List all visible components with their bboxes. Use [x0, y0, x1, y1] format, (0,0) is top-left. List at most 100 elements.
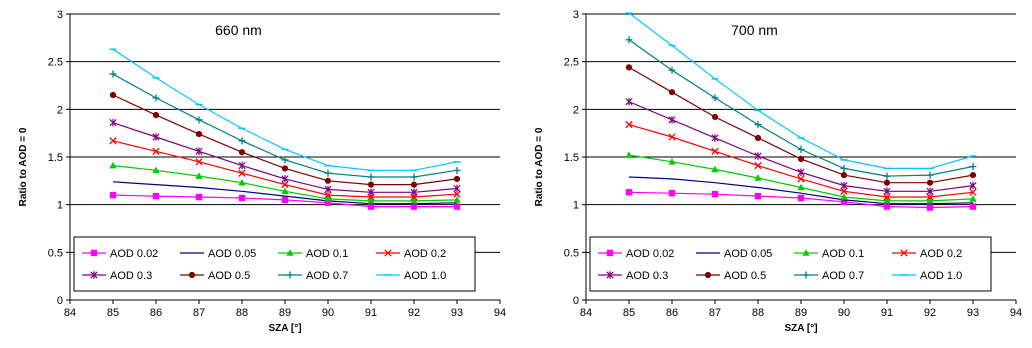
legend-entry-aod-0-7-label: AOD 0.7	[306, 270, 348, 282]
legend-entry-aod-0-3: AOD 0.3	[598, 270, 668, 282]
legend-entry-aod-0-3-marker	[606, 271, 614, 279]
x-tick-label: 94	[1010, 307, 1022, 319]
series-aod-0-1-point	[754, 174, 762, 181]
series-aod-0-02-point	[926, 204, 934, 211]
series-aod-0-5-point	[453, 175, 461, 183]
legend-entry-aod-0-1: AOD 0.1	[794, 248, 864, 260]
series-aod-0-5-point	[926, 179, 934, 186]
series-aod-0-02-point	[109, 191, 117, 199]
series-aod-0-2-point	[152, 147, 160, 155]
legend-entry-aod-0-05-label: AOD 0.05	[208, 248, 256, 260]
x-ticks: 84 85 86 87 88 89 90 91 92 93 94	[580, 300, 1022, 319]
series-aod-0-02-point	[625, 189, 633, 196]
x-ticks: 84 85 86 87 88 89 90 91 92 93 94	[64, 300, 506, 319]
series-aod-0-7-point	[281, 156, 289, 164]
series-aod-0-02-point	[238, 194, 246, 202]
legend-entry-aod-0-1: AOD 0.1	[278, 248, 348, 260]
legend-entry-aod-0-1-marker	[286, 249, 294, 256]
series-aod-0-1-point	[453, 196, 461, 203]
y-ticks: 0 0.5 1 1.5 2 2.5 3	[48, 9, 70, 307]
legend-entry-aod-0-02-marker	[606, 249, 614, 257]
x-tick-label: 90	[322, 307, 334, 319]
x-tick-label: 92	[408, 307, 420, 319]
series-aod-0-3-point	[410, 188, 418, 197]
legend-entry-aod-0-5-label: AOD 0.5	[724, 270, 766, 282]
series-aod-0-2-point	[969, 188, 977, 196]
x-tick-label: 91	[365, 307, 377, 319]
series-aod-0-1-point	[109, 161, 117, 169]
series-aod-0-2-point	[324, 191, 332, 199]
series-aod-0-05-line	[628, 176, 974, 205]
x-tick-label: 90	[838, 307, 850, 319]
legend-entry-aod-0-5: AOD 0.5	[696, 270, 766, 282]
y-tick-label: 1.5	[48, 152, 63, 164]
series-aod-0-3-point	[367, 188, 375, 197]
legend-entry-aod-0-7-label: AOD 0.7	[822, 270, 864, 282]
series-aod-0-02-point	[152, 192, 160, 200]
series-aod-0-02-point	[668, 190, 676, 197]
x-tick-label: 85	[623, 307, 635, 319]
series-aod-0-5-line	[628, 66, 974, 184]
series-aod-1-0-line	[628, 12, 974, 169]
series-aod-0-7-point	[840, 164, 848, 172]
x-tick-label: 93	[451, 307, 463, 319]
legend-box	[589, 236, 992, 292]
series-aod-0-02-point	[840, 198, 848, 206]
series-aod-0-2-point	[883, 193, 891, 201]
legend-entry-aod-0-02: AOD 0.02	[598, 248, 674, 260]
chart-title: 700 nm	[731, 22, 778, 38]
x-tick-label: 86	[150, 307, 162, 319]
series-aod-0-02-point	[410, 203, 418, 210]
series-aod-0-3-point	[668, 116, 676, 124]
x-tick-label: 87	[709, 307, 721, 319]
series-aod-0-7-point	[109, 70, 117, 78]
series-aod-0-5-point	[367, 181, 375, 188]
series-aod-0-02-point	[324, 199, 332, 206]
legend-entry-aod-0-5-label: AOD 0.5	[208, 270, 250, 282]
series-aod-0-7-point	[969, 163, 977, 171]
series-aod-0-7-point	[195, 116, 203, 124]
series-aod-0-02-point	[367, 203, 375, 210]
series-aod-0-3-point	[324, 185, 332, 194]
x-tick-label: 94	[494, 307, 506, 319]
series-aod-0-5-point	[840, 172, 848, 179]
series-aod-0-7-point	[711, 94, 719, 102]
y-tick-label: 2	[57, 104, 63, 116]
x-tick-label: 85	[107, 307, 119, 319]
series-aod-0-3-point	[926, 187, 934, 196]
x-tick-label: 87	[193, 307, 205, 319]
series-aod-0-7-point	[625, 36, 633, 44]
y-tick-label: 2.5	[48, 57, 63, 69]
series-aod-0-1-point	[238, 178, 246, 186]
legend-entry-aod-1-0: AOD 1.0	[892, 270, 962, 282]
series-aod-0-2-point	[797, 175, 805, 183]
series-aod-0-5-point	[711, 113, 719, 121]
series-aod-0-1-point	[367, 197, 375, 204]
series-aod-0-3-point	[281, 175, 289, 183]
series-aod-0-7-point	[238, 137, 246, 145]
series-aod-0-2-point	[668, 133, 676, 141]
series-group	[625, 12, 977, 211]
x-tick-label: 86	[666, 307, 678, 319]
series-aod-0-3-point	[711, 134, 719, 142]
legend-entry-aod-1-0-label: AOD 1.0	[920, 270, 962, 282]
series-aod-0-1-point	[152, 166, 160, 174]
series-aod-0-2-point	[453, 190, 461, 198]
series-aod-0-5-point	[754, 134, 762, 142]
y-axis-title: Ratio to AOD = 0	[18, 127, 29, 206]
series-aod-0-1-point	[410, 197, 418, 204]
chart-660nm: 0 0.5 1 1.5 2 2.5 3 84 85 86 87 88 89 90 91 92 93 94 SZA […	[18, 9, 506, 334]
series-aod-0-2-point	[625, 120, 633, 129]
series-aod-0-7-point	[883, 172, 891, 180]
series-aod-0-1-point	[840, 193, 848, 200]
series-aod-0-1-point	[926, 197, 934, 204]
x-tick-label: 88	[236, 307, 248, 319]
legend: AOD 0.02 AOD 0.05 AOD 0.1 AOD 0.2 AOD 0.3 AOD…	[589, 236, 992, 292]
series-aod-0-02-point	[883, 203, 891, 210]
legend-entry-aod-0-02-label: AOD 0.02	[626, 248, 674, 260]
series-aod-0-3-point	[195, 147, 203, 156]
series-aod-0-3-point	[625, 97, 633, 106]
y-axis-title: Ratio to AOD = 0	[534, 127, 545, 206]
series-aod-0-7-line	[628, 39, 974, 177]
legend-entry-aod-0-5-marker	[704, 271, 712, 279]
